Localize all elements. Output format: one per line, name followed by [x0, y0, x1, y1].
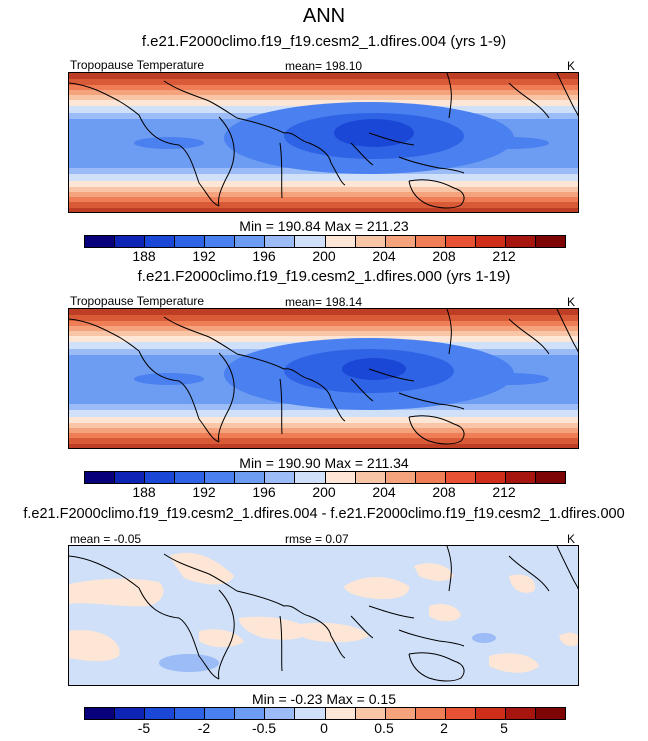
panel2-variable-label: Tropopause Temperature: [70, 294, 205, 308]
season-title: ANN: [302, 5, 346, 27]
panel3-cbar-tick: 0.5: [374, 720, 394, 736]
panel1-map: [68, 72, 579, 213]
panel3-cbar-tick: 0: [320, 720, 328, 736]
panel2-case-title: f.e21.F2000climo.f19_f19.cesm2_1.dfires.…: [137, 268, 511, 285]
panel3-cbar-tick: -5: [137, 720, 151, 736]
panel1-cbar-tick: 196: [252, 248, 276, 264]
panel3-map: [68, 545, 579, 686]
panel1-cbar-tick: 208: [432, 248, 456, 264]
panel3-units: K: [567, 532, 576, 546]
panel1-mean-label: mean= 198.10: [285, 59, 363, 73]
panel2-cbar-tick: 200: [312, 484, 336, 500]
panel3-cbar-tick: 5: [500, 720, 508, 736]
panel2-cbar-tick: 192: [192, 484, 216, 500]
panel2-cbar-tick: 204: [372, 484, 396, 500]
panel1-variable-label: Tropopause Temperature: [70, 58, 205, 72]
panel3-colorbar: [84, 707, 566, 720]
panel1-cbar-tick: 204: [372, 248, 396, 264]
panel2-min-max: Min = 190.90 Max = 211.34: [239, 455, 409, 471]
panel3-min-max: Min = -0.23 Max = 0.15: [252, 691, 396, 707]
panel2-units: K: [567, 295, 576, 309]
panel1-min-max: Min = 190.84 Max = 211.23: [239, 218, 409, 234]
panel2-cbar-tick: 212: [492, 484, 516, 500]
panel2-cbar-tick: 208: [432, 484, 456, 500]
panel3-case-title: f.e21.F2000climo.f19_f19.cesm2_1.dfires.…: [23, 506, 625, 522]
panel1-cbar-tick: 200: [312, 248, 336, 264]
panel2-map: [68, 308, 579, 449]
panel1-cbar-tick: 212: [492, 248, 516, 264]
panel3-cbar-tick: -2: [197, 720, 211, 736]
panel3-mean-label: mean = -0.05: [70, 532, 142, 546]
panel3-rmse-label: rmse = 0.07: [285, 532, 349, 546]
panel1-cbar-tick: 192: [192, 248, 216, 264]
panel2-cbar-tick: 196: [252, 484, 276, 500]
panel1-cbar-tick: 188: [132, 248, 156, 264]
panel2-colorbar: [84, 471, 566, 484]
panel2-mean-label: mean= 198.14: [285, 295, 363, 309]
panel3-cbar-tick: 2: [440, 720, 448, 736]
panel1-units: K: [567, 59, 576, 73]
panel3-cbar-tick: -0.5: [251, 720, 277, 736]
panel1-colorbar: [84, 235, 566, 248]
panel1-case-title: f.e21.F2000climo.f19_f19.cesm2_1.dfires.…: [141, 33, 507, 50]
panel2-cbar-tick: 188: [132, 484, 156, 500]
